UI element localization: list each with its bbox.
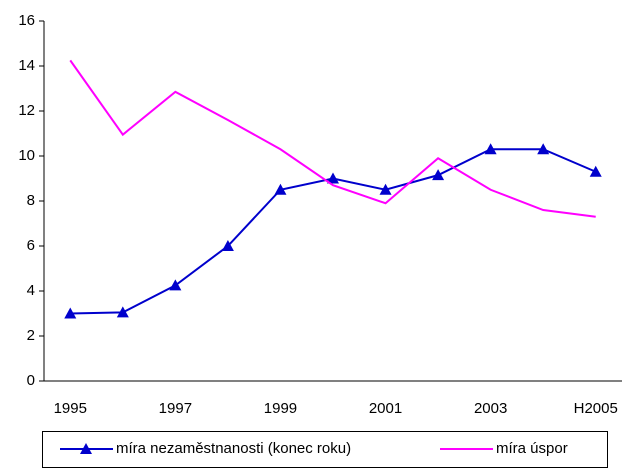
- legend-marker: [80, 443, 92, 454]
- y-tick-label: 2: [27, 327, 35, 344]
- series-line: [69, 59, 596, 218]
- point-marker: [379, 183, 392, 195]
- y-tick-label: 12: [18, 102, 35, 119]
- point-marker: [64, 307, 77, 319]
- y-tick-label: 8: [27, 192, 35, 209]
- y-tick-label: 0: [27, 372, 35, 389]
- legend-box: [42, 431, 608, 468]
- x-tick-label: 1995: [54, 400, 87, 417]
- point-marker: [221, 240, 234, 251]
- x-tick-label: H2005: [574, 400, 618, 417]
- point-marker: [537, 143, 550, 155]
- y-tick-label: 4: [27, 282, 35, 299]
- x-tick-label: 1997: [159, 400, 192, 417]
- legend-label: míra úspor: [496, 440, 568, 457]
- point-marker: [327, 172, 339, 184]
- point-marker: [484, 143, 497, 155]
- point-marker: [169, 279, 182, 291]
- x-tick-label: 2001: [369, 400, 402, 417]
- y-tick-label: 6: [27, 237, 35, 254]
- point-marker: [589, 165, 602, 177]
- y-tick-label: 14: [18, 57, 35, 74]
- x-tick-label: 2003: [474, 400, 507, 417]
- x-tick-label: 1999: [264, 400, 297, 417]
- y-tick-label: 16: [18, 12, 35, 29]
- point-marker: [116, 306, 129, 318]
- y-tick-label: 10: [18, 147, 35, 164]
- legend-label: míra nezaměstnanosti (konec roku): [116, 440, 351, 457]
- point-marker: [432, 169, 445, 181]
- point-marker: [274, 183, 287, 195]
